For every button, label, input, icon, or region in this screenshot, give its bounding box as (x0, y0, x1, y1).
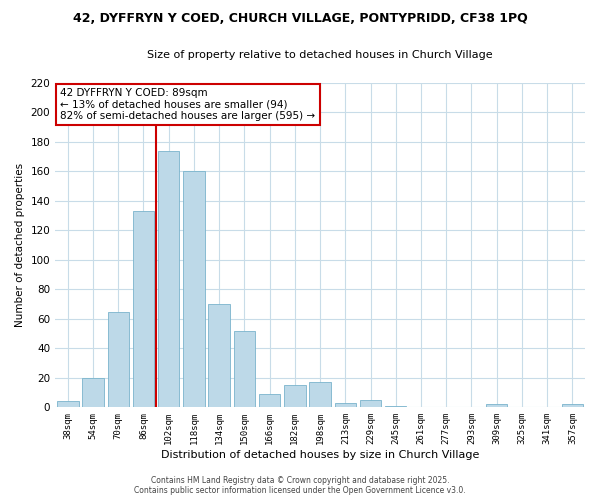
Bar (486, 404, 508, 407)
Bar (259, 394, 280, 407)
Bar (133, 212, 154, 408)
Bar (158, 151, 179, 407)
Bar (310, 382, 331, 407)
Bar (208, 304, 230, 408)
Bar (562, 404, 583, 407)
X-axis label: Distribution of detached houses by size in Church Village: Distribution of detached houses by size … (161, 450, 479, 460)
Bar (233, 330, 255, 407)
Bar (360, 400, 381, 407)
Bar (107, 312, 129, 408)
Bar (183, 172, 205, 408)
Text: 42, DYFFRYN Y COED, CHURCH VILLAGE, PONTYPRIDD, CF38 1PQ: 42, DYFFRYN Y COED, CHURCH VILLAGE, PONT… (73, 12, 527, 26)
Bar (335, 403, 356, 407)
Text: 42 DYFFRYN Y COED: 89sqm
← 13% of detached houses are smaller (94)
82% of semi-d: 42 DYFFRYN Y COED: 89sqm ← 13% of detach… (61, 88, 316, 121)
Title: Size of property relative to detached houses in Church Village: Size of property relative to detached ho… (147, 50, 493, 60)
Y-axis label: Number of detached properties: Number of detached properties (15, 163, 25, 327)
Bar (82, 378, 104, 408)
Bar (57, 402, 79, 407)
Text: Contains HM Land Registry data © Crown copyright and database right 2025.
Contai: Contains HM Land Registry data © Crown c… (134, 476, 466, 495)
Bar (284, 385, 305, 407)
Bar (385, 406, 406, 407)
